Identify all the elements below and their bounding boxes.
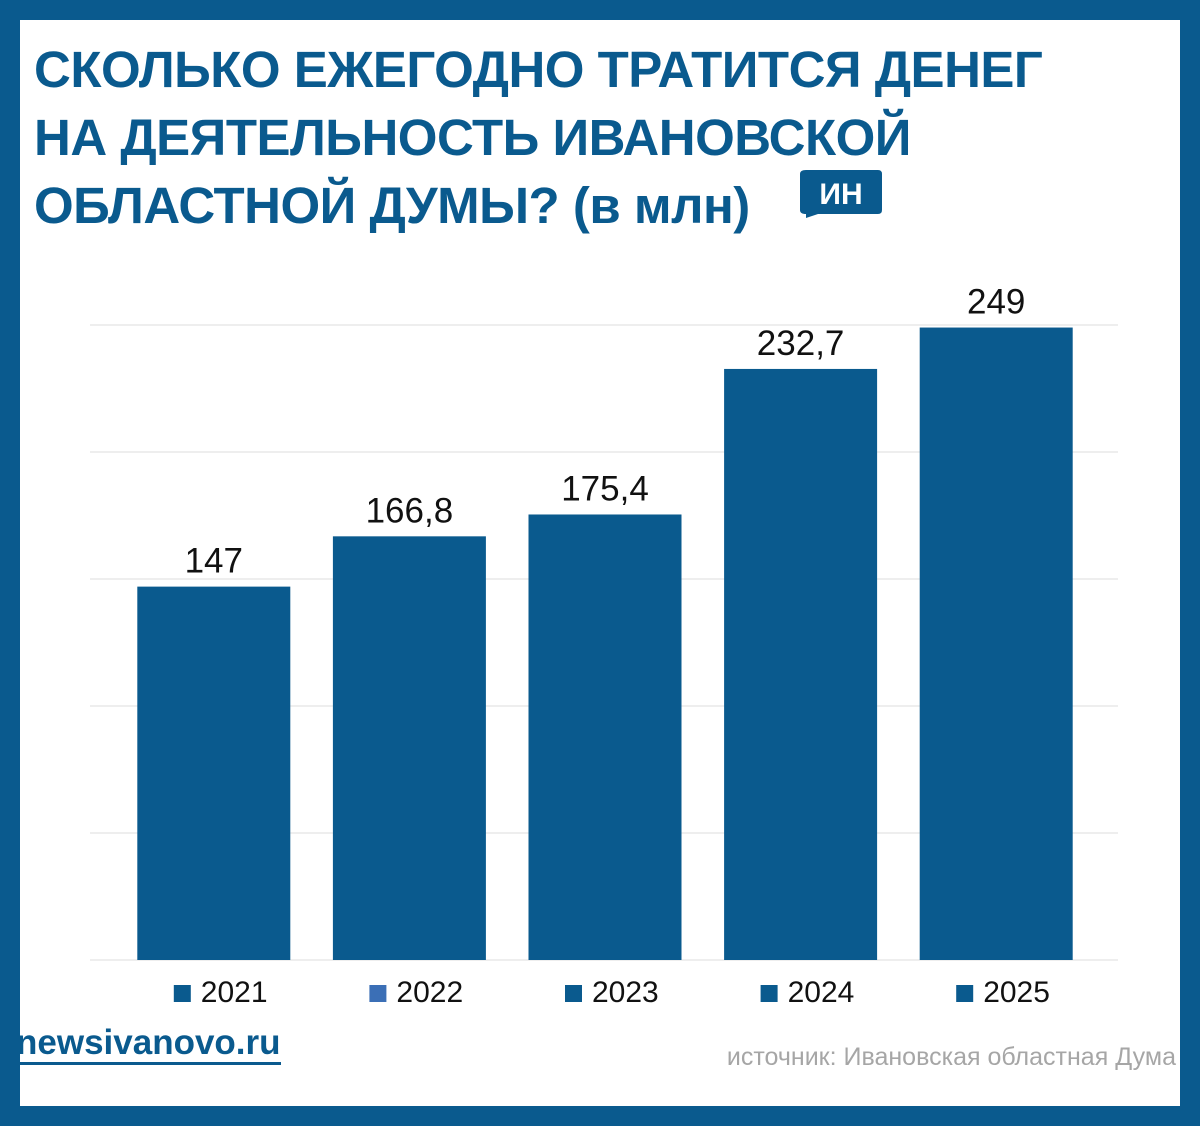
- logo-text: ИН: [819, 178, 862, 211]
- legend-label-2023: 2023: [592, 976, 659, 1009]
- bar-2023: [528, 514, 682, 960]
- value-label-2021: 147: [185, 542, 243, 581]
- legend-swatch-2022: [369, 985, 387, 1002]
- chart-title: СКОЛЬКО ЕЖЕГОДНО ТРАТИТСЯ ДЕНЕГ НА ДЕЯТЕ…: [34, 41, 1043, 234]
- legend-label-2021: 2021: [201, 976, 268, 1009]
- value-labels: 147 166,8 175,4 232,7 249: [185, 283, 1026, 581]
- speech-bubble-icon: [800, 170, 882, 218]
- legend-label-2025: 2025: [983, 976, 1050, 1009]
- brand-logo: ИН: [800, 170, 882, 218]
- source-note: источник: Ивановская областная Дума: [726, 1043, 1176, 1071]
- bar-2025: [919, 327, 1073, 960]
- legend: 2021 2022 2023 2024 2025: [173, 976, 1050, 1009]
- value-label-2023: 175,4: [561, 469, 649, 508]
- value-label-2024: 232,7: [757, 324, 845, 363]
- value-label-2025: 249: [967, 283, 1025, 322]
- bar-2021: [137, 586, 291, 960]
- legend-swatch-2024: [760, 985, 778, 1002]
- legend-swatch-2021: [173, 985, 191, 1002]
- legend-swatch-2025: [956, 985, 974, 1002]
- site-link[interactable]: newsivanovo.ru: [16, 1024, 281, 1065]
- legend-label-2024: 2024: [788, 976, 855, 1009]
- legend-swatch-2023: [565, 985, 582, 1002]
- value-label-2022: 166,8: [366, 491, 454, 530]
- bar-2022: [332, 536, 486, 960]
- legend-label-2022: 2022: [396, 976, 463, 1009]
- bar-2024: [724, 368, 878, 960]
- bars: [137, 327, 1073, 960]
